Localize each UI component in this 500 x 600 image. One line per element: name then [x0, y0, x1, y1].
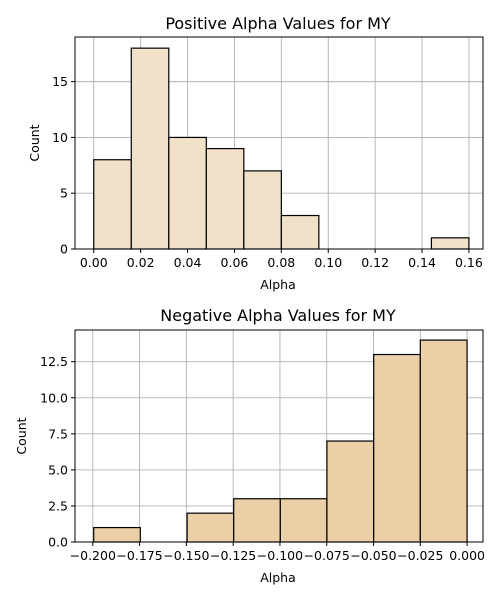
y-axis-ticks: 0.0 2.5 5.0 7.5 10.0 12.5: [40, 354, 75, 550]
chart-title: Positive Alpha Values for MY: [165, 14, 391, 33]
histogram-bar: [326, 440, 375, 543]
y-tick-label: 0: [60, 242, 68, 257]
x-tick-label: 0.04: [174, 255, 202, 270]
x-tick-label: −0.050: [350, 548, 396, 563]
bars: [93, 339, 468, 543]
y-tick-label: 12.5: [40, 354, 68, 369]
y-tick-label: 2.5: [48, 498, 68, 513]
bars: [93, 47, 470, 250]
x-tick-label: −0.075: [304, 548, 350, 563]
x-tick-label: 0.12: [361, 255, 389, 270]
x-tick-label: 0.00: [80, 255, 108, 270]
x-tick-label: 0.02: [127, 255, 155, 270]
histogram-bar: [130, 47, 170, 250]
histogram-bar: [419, 339, 468, 543]
x-axis-label: Alpha: [260, 570, 296, 585]
x-tick-label: −0.175: [116, 548, 162, 563]
y-axis-ticks: 0 5 10 15: [52, 74, 75, 257]
x-tick-label: −0.100: [257, 548, 303, 563]
histogram-bar: [233, 498, 281, 543]
x-axis-ticks: −0.200 −0.175 −0.150 −0.125 −0.100 −0.075 −0.0…: [70, 542, 485, 563]
negative-alpha-histogram: Negative Alpha Values for MY Alpha Count…: [14, 306, 485, 585]
histogram-bar: [205, 147, 245, 250]
histogram-bar: [243, 170, 282, 250]
y-tick-label: 10.0: [40, 390, 68, 405]
histogram-bar: [93, 159, 132, 250]
x-tick-label: 0.08: [267, 255, 295, 270]
plot-frame: [74, 329, 484, 543]
y-axis-label: Count: [14, 417, 29, 454]
x-tick-label: 0.16: [455, 255, 483, 270]
histogram-bar: [280, 214, 320, 250]
x-tick-label: 0.000: [449, 548, 485, 563]
x-tick-label: 0.10: [314, 255, 342, 270]
x-axis-label: Alpha: [260, 277, 296, 292]
y-tick-label: 5.0: [48, 462, 68, 477]
x-tick-label: 0.06: [221, 255, 249, 270]
plot-frame: [74, 36, 484, 250]
x-axis-ticks: 0.00 0.02 0.04 0.06 0.08 0.10 0.12 0.14 0.16: [80, 249, 483, 270]
x-tick-label: 0.14: [408, 255, 436, 270]
y-tick-label: 10: [52, 130, 68, 145]
histogram-bar: [186, 512, 235, 543]
y-tick-label: 0.0: [48, 535, 68, 550]
x-tick-label: −0.150: [163, 548, 209, 563]
chart-title: Negative Alpha Values for MY: [160, 306, 396, 325]
histogram-bar: [279, 498, 328, 543]
histogram-bar: [93, 526, 141, 543]
x-tick-label: −0.125: [210, 548, 256, 563]
x-tick-label: −0.200: [70, 548, 116, 563]
y-tick-label: 7.5: [48, 426, 68, 441]
y-axis-label: Count: [27, 124, 42, 161]
positive-alpha-histogram: Positive Alpha Values for MY Alpha Count…: [27, 14, 484, 292]
histogram-bar: [168, 136, 207, 250]
x-tick-label: −0.025: [397, 548, 443, 563]
y-tick-label: 5: [60, 186, 68, 201]
y-tick-label: 15: [52, 74, 68, 89]
histogram-bar: [430, 237, 470, 250]
histogram-bar: [373, 353, 421, 543]
